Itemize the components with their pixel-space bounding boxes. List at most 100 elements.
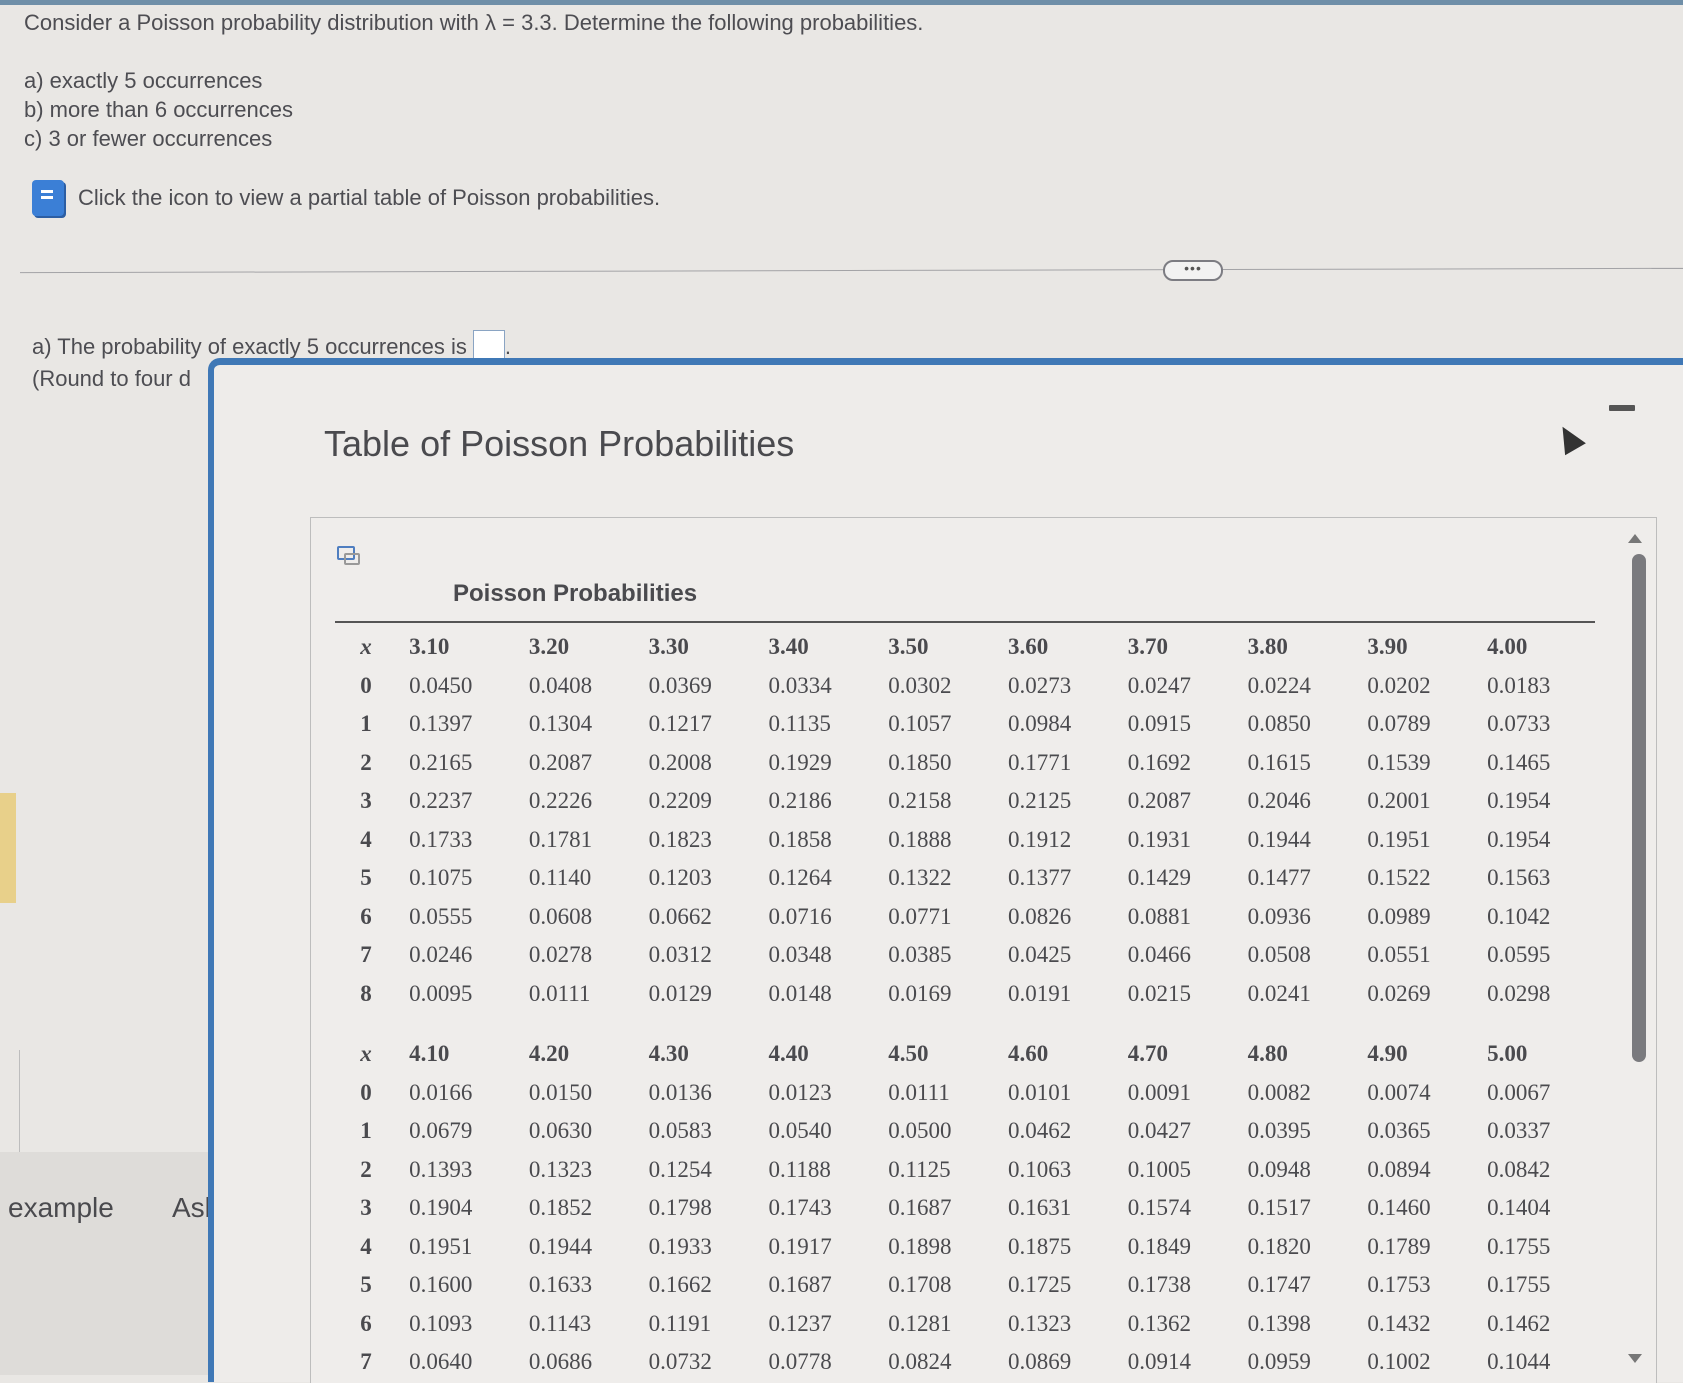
probability-cell: 0.1217: [648, 711, 712, 737]
table-row: 0 0.0166 0.0150 0.0136 0.0123 0.0111 0.0101 0.0…: [335, 1074, 1595, 1113]
probability-cell: 0.1140: [528, 865, 592, 891]
probability-cell: 0.0425: [1008, 942, 1072, 968]
lambda-header: 3.70: [1127, 634, 1169, 660]
probability-cell: 0.1820: [1247, 1233, 1311, 1259]
x-value: 5: [360, 865, 372, 891]
probability-cell: 0.0936: [1247, 903, 1311, 929]
x-value: 2: [360, 749, 372, 775]
probability-cell: 0.1631: [1008, 1195, 1072, 1221]
probability-cell: 0.0334: [768, 672, 832, 698]
probability-cell: 0.1125: [888, 1156, 951, 1182]
probability-cell: 0.0686: [528, 1349, 593, 1375]
probability-cell: 0.1798: [648, 1195, 712, 1221]
probability-cell: 0.1662: [648, 1272, 712, 1298]
probability-cell: 0.1951: [1367, 826, 1431, 852]
table-rule: [335, 621, 1595, 623]
probability-cell: 0.0842: [1487, 1156, 1551, 1182]
scrollbar-thumb[interactable]: [1632, 554, 1646, 1062]
probability-cell: 0.2046: [1247, 788, 1311, 814]
x-value: 3: [360, 1195, 372, 1221]
part-b: b) more than 6 occurrences: [24, 97, 294, 122]
probability-cell: 0.0679: [409, 1118, 473, 1144]
probability-cell: 0.1875: [1008, 1233, 1072, 1259]
probability-cell: 0.1687: [768, 1272, 832, 1298]
probability-cell: 0.1850: [888, 749, 952, 775]
probability-cell: 0.0269: [1367, 980, 1431, 1006]
scroll-up-arrow-icon[interactable]: [1628, 534, 1642, 543]
probability-cell: 0.0302: [888, 672, 952, 698]
poisson-table-block-1: x 3.10 3.20 3.30 3.40 3.50 3.60 3.70 3.80 3.90 4.0…: [335, 628, 1595, 1013]
x-value: 5: [360, 1272, 372, 1298]
probability-cell: 0.1254: [648, 1156, 712, 1182]
probability-cell: 0.1733: [409, 826, 473, 852]
table-row: 3 0.1904 0.1852 0.1798 0.1743 0.1687 0.1631 0.1…: [335, 1189, 1595, 1228]
probability-cell: 0.1823: [648, 826, 712, 852]
minimize-icon[interactable]: [1609, 405, 1635, 411]
example-button[interactable]: example: [8, 1192, 114, 1223]
table-row: 5 0.1600 0.1633 0.1662 0.1687 0.1708 0.1725 0.1…: [335, 1266, 1595, 1305]
table-row: 3 0.2237 0.2226 0.2209 0.2186 0.2158 0.2125 0.2…: [335, 782, 1595, 821]
probability-cell: 0.0169: [888, 980, 952, 1006]
scroll-down-arrow-icon[interactable]: [1628, 1354, 1642, 1363]
bottom-toolbar: [0, 1152, 230, 1375]
table-row: 8 0.0095 0.0111 0.0129 0.0148 0.0169 0.0191 0.0…: [335, 975, 1595, 1014]
copy-icon[interactable]: [337, 546, 360, 565]
answer-a-suffix: .: [504, 334, 512, 359]
book-icon[interactable]: [32, 180, 64, 216]
table-row: 6 0.1093 0.1143 0.1191 0.1237 0.1281 0.1323 0.1…: [335, 1305, 1595, 1344]
x-value: 1: [360, 1118, 372, 1144]
probability-cell: 0.1743: [768, 1195, 832, 1221]
probability-cell: 0.1789: [1367, 1233, 1431, 1259]
probability-cell: 0.1323: [528, 1156, 593, 1182]
probability-cell: 0.0166: [409, 1079, 473, 1105]
lambda-header: 4.70: [1127, 1041, 1169, 1067]
probability-cell: 0.0869: [1008, 1349, 1072, 1375]
probability-cell: 0.0129: [648, 980, 712, 1006]
x-value: 7: [360, 942, 372, 968]
probability-cell: 0.0348: [768, 942, 832, 968]
top-border: [0, 0, 1683, 5]
probability-cell: 0.0595: [1487, 942, 1551, 968]
lambda-header: 3.50: [888, 634, 929, 660]
probability-cell: 0.2158: [888, 788, 952, 814]
probability-cell: 0.0608: [528, 903, 593, 929]
probability-cell: 0.0202: [1367, 672, 1431, 698]
answer-a-prefix: a) The probability of exactly 5 occurren…: [32, 334, 467, 359]
probability-cell: 0.0123: [768, 1079, 832, 1105]
probability-cell: 0.1477: [1247, 865, 1311, 891]
probability-cell: 0.1188: [768, 1156, 831, 1182]
lambda-header: 3.40: [768, 634, 809, 660]
lambda-header-row: x 3.10 3.20 3.30 3.40 3.50 3.60 3.70 3.80 3.90 4.0…: [335, 628, 1595, 667]
x-value: 6: [360, 903, 372, 929]
probability-cell: 0.1687: [888, 1195, 952, 1221]
probability-cell: 0.0771: [888, 903, 952, 929]
probability-cell: 0.0111: [888, 1079, 950, 1105]
question-prompt: Consider a Poisson probability distribut…: [24, 10, 924, 35]
probability-cell: 0.1933: [648, 1233, 712, 1259]
probability-cell: 0.0540: [768, 1118, 832, 1144]
more-button[interactable]: •••: [1163, 260, 1223, 281]
probability-cell: 0.1465: [1487, 749, 1551, 775]
probability-cell: 0.0395: [1247, 1118, 1311, 1144]
table-row: 2 0.2165 0.2087 0.2008 0.1929 0.1850 0.1771 0.1…: [335, 744, 1595, 783]
table-row: 1 0.1397 0.1304 0.1217 0.1135 0.1057 0.0984 0.0…: [335, 705, 1595, 744]
table-heading: Poisson Probabilities: [453, 580, 698, 607]
probability-cell: 0.0630: [528, 1118, 593, 1144]
x-value: 8: [360, 980, 372, 1006]
probability-cell: 0.1600: [409, 1272, 473, 1298]
probability-cell: 0.1755: [1487, 1233, 1551, 1259]
x-value: 0: [360, 672, 372, 698]
probability-cell: 0.1135: [768, 711, 831, 737]
probability-cell: 0.1002: [1367, 1349, 1431, 1375]
lambda-header: 4.90: [1367, 1041, 1408, 1067]
probability-cell: 0.0462: [1008, 1118, 1072, 1144]
probability-cell: 0.0466: [1127, 942, 1192, 968]
probability-cell: 0.1951: [409, 1233, 473, 1259]
probability-cell: 0.1725: [1008, 1272, 1072, 1298]
probability-cell: 0.1281: [888, 1310, 952, 1336]
probability-cell: 0.0365: [1367, 1118, 1431, 1144]
probability-cell: 0.0191: [1008, 980, 1072, 1006]
probability-cell: 0.1781: [528, 826, 593, 852]
probability-cell: 0.1954: [1487, 788, 1551, 814]
probability-cell: 0.0662: [648, 903, 712, 929]
